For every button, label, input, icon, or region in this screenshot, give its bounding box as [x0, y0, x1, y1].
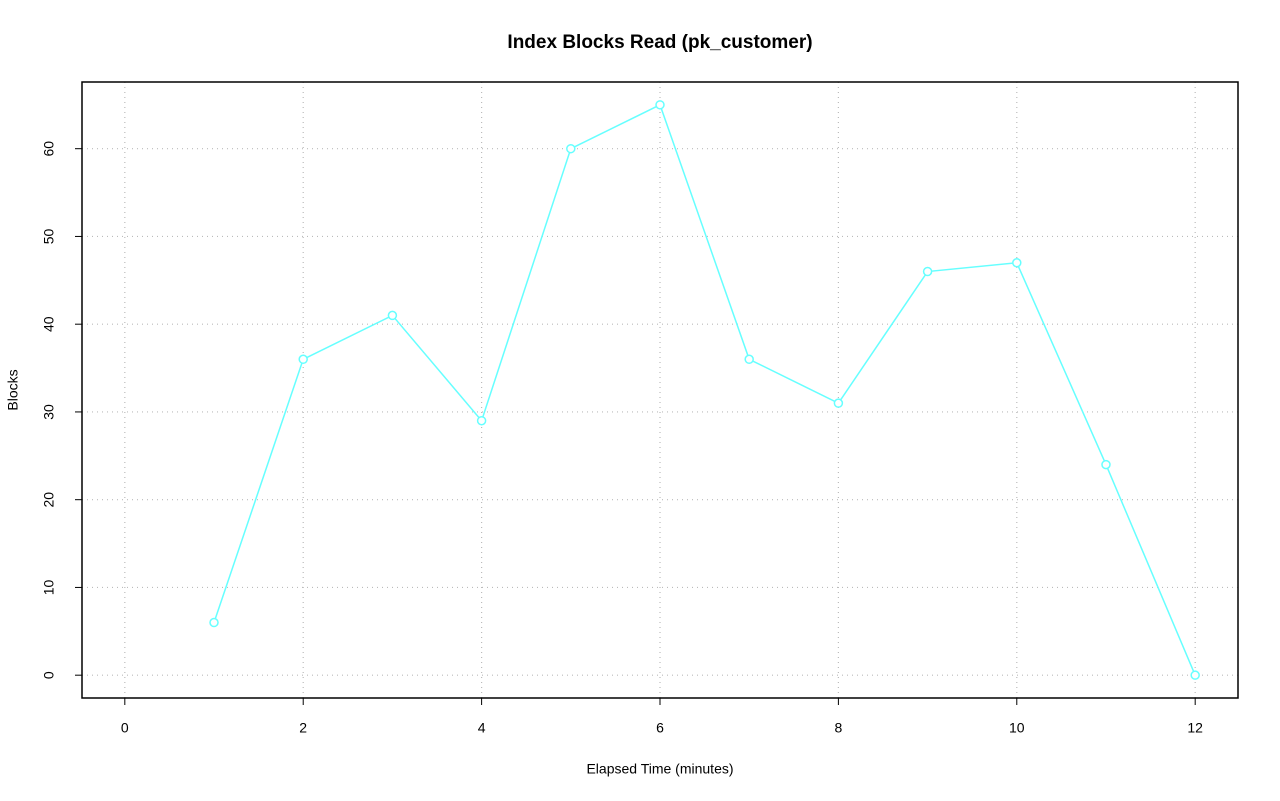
- y-tick-label: 50: [41, 228, 57, 244]
- data-point: [655, 100, 665, 110]
- data-point: [298, 354, 308, 365]
- plot-frame: [81, 81, 1239, 699]
- data-line: [213, 103, 1196, 676]
- data-point: [922, 266, 933, 277]
- x-tick-label: 8: [834, 720, 842, 736]
- chart-title: Index Blocks Read (pk_customer): [507, 32, 812, 53]
- data-point: [1101, 459, 1111, 470]
- y-tick-label: 0: [41, 671, 57, 679]
- x-tick-label: 6: [656, 720, 664, 736]
- data-point: [387, 310, 398, 321]
- x-axis-label: Elapsed Time (minutes): [586, 761, 733, 777]
- y-tick-label: 20: [41, 492, 57, 508]
- x-tick-label: 4: [478, 720, 486, 736]
- y-tick-label: 30: [41, 404, 57, 420]
- y-tick-label: 40: [41, 316, 57, 332]
- y-tick-label: 10: [41, 579, 57, 595]
- data-point: [209, 617, 219, 628]
- data-point: [744, 354, 754, 365]
- x-tick-label: 10: [1009, 720, 1025, 736]
- data-point: [1190, 670, 1200, 680]
- data-point: [476, 415, 487, 426]
- data-point: [833, 398, 844, 408]
- data-point: [566, 143, 576, 154]
- y-axis-label: Blocks: [5, 369, 21, 410]
- x-tick-label: 0: [121, 720, 129, 736]
- x-tick-label: 2: [299, 720, 307, 736]
- x-tick-label: 12: [1187, 720, 1203, 736]
- data-point: [1012, 258, 1022, 268]
- y-tick-label: 60: [41, 141, 57, 157]
